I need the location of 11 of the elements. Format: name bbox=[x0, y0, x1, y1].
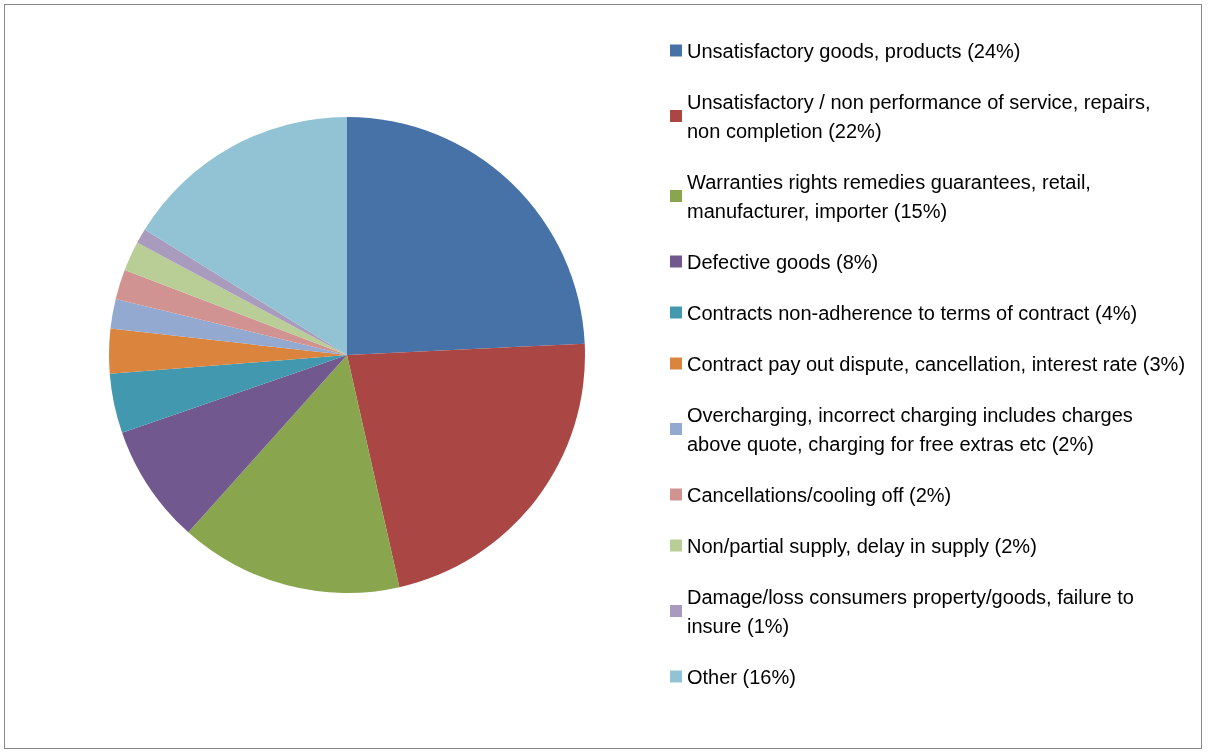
legend-label: Contract pay out dispute, cancellation, interest rate (3%) bbox=[687, 352, 1186, 375]
legend-label: Other (16%) bbox=[687, 665, 796, 688]
legend-label: Contracts non-adherence to terms of contract (4%) bbox=[687, 301, 1138, 324]
legend-label: Overcharging, incorrect charging includes charges above quote, charging for free extras etc (2%) bbox=[687, 403, 1139, 455]
legend-label: Unsatisfactory goods, products (24%) bbox=[687, 39, 1021, 62]
legend-label: Non/partial supply, delay in supply (2%) bbox=[687, 534, 1037, 557]
legend-label: Unsatisfactory / non performance of service, repairs, non completion (22%) bbox=[687, 90, 1157, 142]
legend-label: Damage/loss consumers property/goods, failure to insure (1%) bbox=[687, 585, 1140, 637]
legend-label: Defective goods (8%) bbox=[687, 250, 879, 273]
legend-label: Cancellations/cooling off (2%) bbox=[687, 483, 952, 506]
legend-label: Warranties rights remedies guarantees, retail, manufacturer, importer (15%) bbox=[687, 170, 1097, 222]
